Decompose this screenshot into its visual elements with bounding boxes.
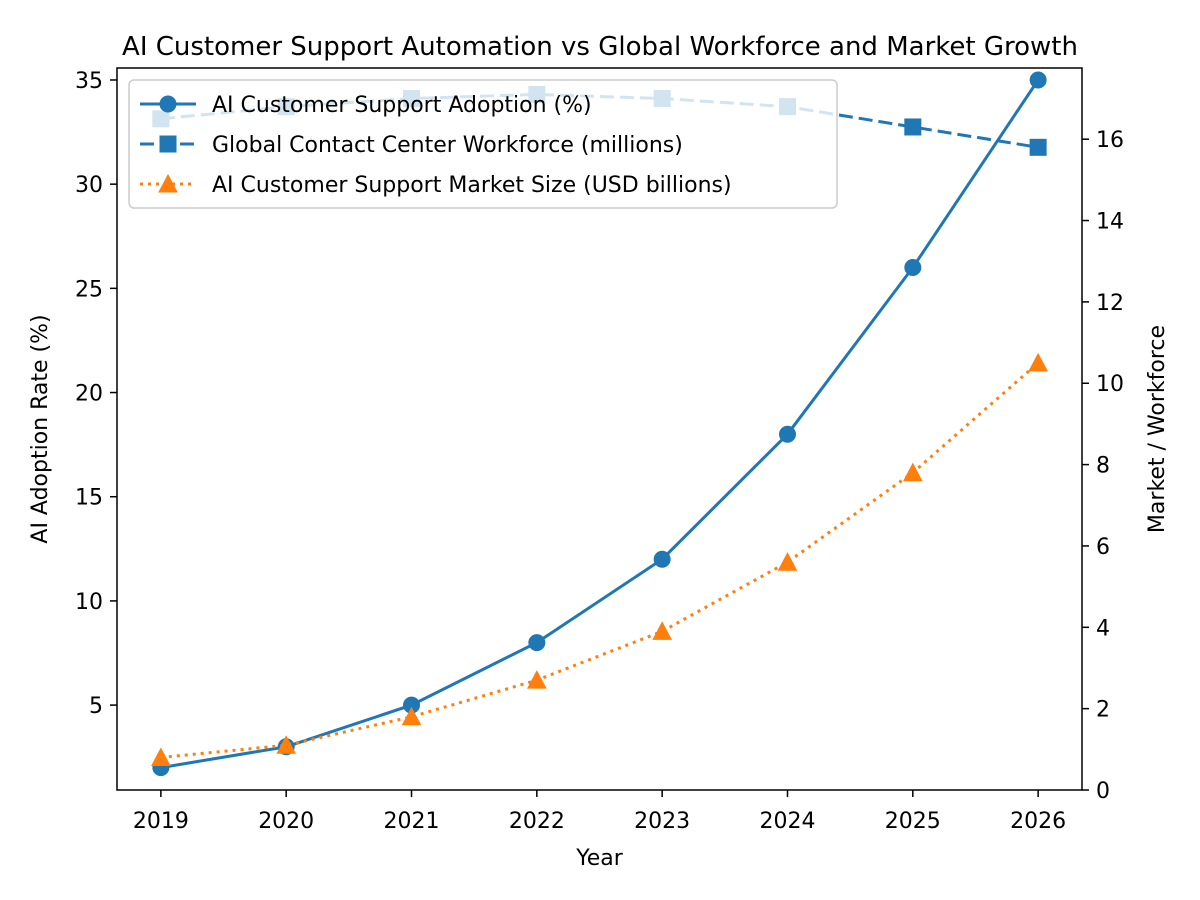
- y-tick-label-right: 10: [1096, 372, 1124, 397]
- y-axis-label-right: Market / Workforce: [1145, 325, 1170, 533]
- legend-label: AI Customer Support Market Size (USD bil…: [212, 173, 732, 198]
- y-tick-label-right: 6: [1096, 535, 1110, 560]
- marker-square: [904, 118, 922, 136]
- y-axis-label-left: AI Adoption Rate (%): [28, 314, 53, 543]
- marker-circle: [653, 550, 671, 568]
- marker-triangle: [158, 173, 178, 193]
- y-tick-label-right: 16: [1096, 128, 1124, 153]
- marker-square: [159, 135, 177, 153]
- legend-entry: AI Customer Support Adoption (%): [140, 93, 592, 118]
- x-axis-label: Year: [575, 846, 624, 871]
- marker-triangle: [652, 621, 672, 640]
- legend-entry: AI Customer Support Market Size (USD bil…: [140, 173, 732, 198]
- x-tick-label: 2020: [258, 809, 314, 834]
- marker-triangle: [1028, 352, 1048, 372]
- plot-frame: [116, 67, 1083, 791]
- chart-title: AI Customer Support Automation vs Global…: [122, 32, 1078, 62]
- x-tick-label: 2023: [634, 809, 690, 834]
- marker-triangle: [527, 670, 547, 689]
- y-tick-label-right: 4: [1096, 616, 1110, 641]
- legend-box: [128, 79, 838, 209]
- y-tick-label-right: 12: [1096, 291, 1124, 316]
- marker-triangle: [151, 747, 171, 766]
- marker-circle: [159, 95, 177, 113]
- y-tick-label-left: 5: [89, 694, 103, 719]
- y-tick-label-left: 10: [75, 590, 103, 615]
- x-tick-label: 2022: [509, 809, 565, 834]
- series-line: [160, 79, 1040, 770]
- marker-square: [1029, 138, 1047, 156]
- marker-triangle: [401, 706, 422, 726]
- y-tick-label-left: 15: [75, 486, 103, 511]
- x-tick-label: 2024: [759, 809, 815, 834]
- series-line: [160, 361, 1040, 759]
- x-tick-label: 2019: [133, 809, 189, 834]
- y-tick-label-left: 30: [75, 173, 103, 198]
- marker-triangle: [777, 552, 798, 571]
- y-tick-label-left: 25: [75, 277, 103, 302]
- marker-triangle: [902, 462, 923, 482]
- series-3: [151, 352, 1048, 766]
- marker-circle: [904, 259, 922, 277]
- axes: 2019 2020 2021 2022 2023 2024 2025 202651015202…: [75, 69, 1124, 834]
- y-tick-label-right: 8: [1096, 454, 1110, 479]
- legend-label: AI Customer Support Adoption (%): [212, 93, 592, 118]
- x-tick-label: 2026: [1010, 809, 1066, 834]
- y-tick-label-right: 2: [1096, 698, 1110, 723]
- legend-label: Global Contact Center Workforce (million…: [212, 133, 683, 158]
- x-tick-label: 2021: [384, 809, 440, 834]
- y-tick-label-left: 35: [75, 69, 103, 94]
- x-tick-label: 2025: [885, 809, 941, 834]
- marker-circle: [778, 425, 796, 443]
- marker-triangle: [276, 735, 297, 754]
- marker-circle: [528, 634, 546, 652]
- legend-entry: Global Contact Center Workforce (million…: [140, 133, 683, 158]
- y-tick-label-right: 0: [1096, 779, 1110, 804]
- marker-circle: [1029, 71, 1047, 89]
- legend: AI Customer Support Adoption (%) Global C…: [128, 79, 838, 209]
- y-tick-label-right: 14: [1096, 210, 1124, 235]
- y-tick-label-left: 20: [75, 382, 103, 407]
